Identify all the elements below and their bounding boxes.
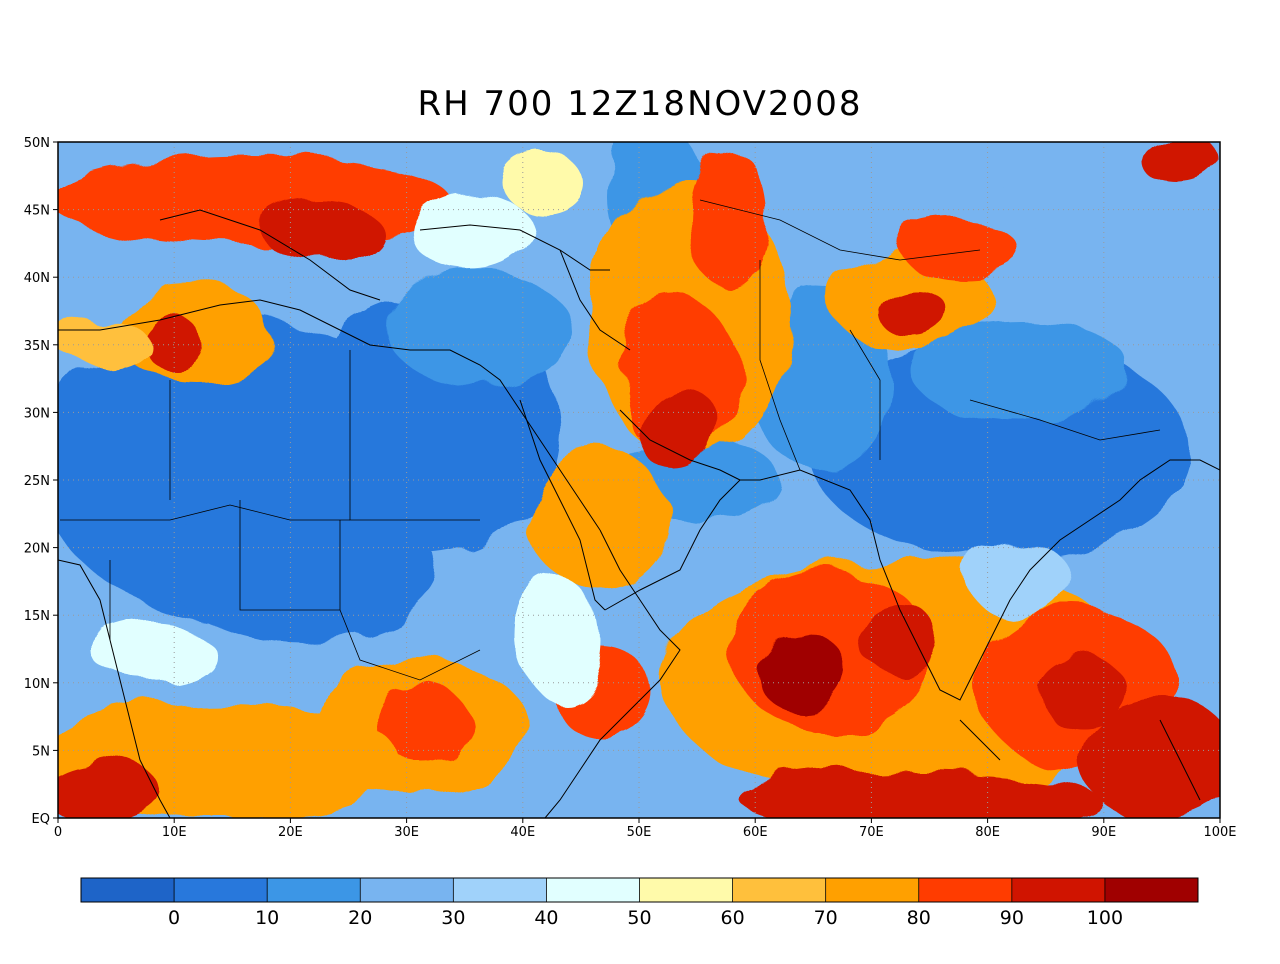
- colorbar-swatch: [81, 878, 175, 902]
- colorbar-label: 80: [907, 907, 931, 929]
- lat-tick-label: 30N: [24, 406, 50, 421]
- rh-field: [58, 142, 1220, 818]
- colorbar-label: 0: [168, 907, 180, 929]
- lat-tick-label: 10N: [24, 677, 50, 692]
- lat-tick-label: EQ: [32, 812, 50, 827]
- lat-tick-label: 20N: [24, 542, 50, 557]
- colorbar-swatch: [174, 878, 268, 902]
- colorbar-swatch: [732, 878, 827, 902]
- colorbar-swatch: [360, 878, 454, 902]
- colorbar-swatch: [1104, 878, 1199, 902]
- colorbar: 0 10 20 30 40 50 60 70 80 90 100: [80, 877, 1199, 929]
- colorbar-label: 60: [720, 907, 744, 929]
- lon-tick-label: 20E: [278, 825, 303, 840]
- colorbar-label: 20: [348, 907, 372, 929]
- lat-tick-label: 15N: [24, 609, 50, 624]
- lon-tick-label: 70E: [859, 825, 884, 840]
- colorbar-swatch: [825, 878, 920, 902]
- lon-tick-label: 50E: [627, 825, 652, 840]
- country-borders: [60, 199, 1161, 681]
- lat-tick-label: 50N: [24, 136, 50, 151]
- lon-tick-label: 80E: [975, 825, 1000, 840]
- map-title: RH 700 12Z18NOV2008: [417, 84, 863, 124]
- lon-tick-label: 100E: [1203, 825, 1236, 840]
- colorbar-swatch: [453, 878, 547, 902]
- lon-tick-label: 30E: [394, 825, 419, 840]
- lat-tick-label: 35N: [24, 339, 50, 354]
- colorbar-label: 70: [814, 907, 838, 929]
- lat-tick-label: 45N: [24, 204, 50, 219]
- latitude-axis: EQ 5N 10N 15N 20N 25N 30N 35N 40N 45N 50N: [24, 136, 58, 827]
- colorbar-swatch: [267, 878, 361, 902]
- colorbar-label: 10: [255, 907, 279, 929]
- colorbar-swatch: [546, 878, 640, 902]
- colorbar-label: 100: [1087, 907, 1123, 929]
- map-gridlines: [58, 142, 1220, 818]
- lat-tick-label: 5N: [32, 744, 50, 759]
- longitude-axis: 0 10E 20E 30E 40E 50E 60E 70E 80E 90E 100E: [54, 818, 1237, 840]
- lon-tick-label: 10E: [162, 825, 187, 840]
- lon-tick-label: 60E: [743, 825, 768, 840]
- coastlines: [58, 209, 1220, 818]
- lat-tick-label: 40N: [24, 271, 50, 286]
- colorbar-label: 40: [534, 907, 558, 929]
- lon-tick-label: 90E: [1091, 825, 1116, 840]
- lon-tick-label: 40E: [510, 825, 535, 840]
- colorbar-swatch: [639, 878, 734, 902]
- colorbar-swatch: [1011, 878, 1106, 902]
- colorbar-swatch: [918, 878, 1013, 902]
- lat-tick-label: 25N: [24, 474, 50, 489]
- lon-tick-label: 0: [54, 825, 62, 840]
- colorbar-label: 30: [441, 907, 465, 929]
- colorbar-label: 50: [627, 907, 651, 929]
- colorbar-label: 90: [1000, 907, 1024, 929]
